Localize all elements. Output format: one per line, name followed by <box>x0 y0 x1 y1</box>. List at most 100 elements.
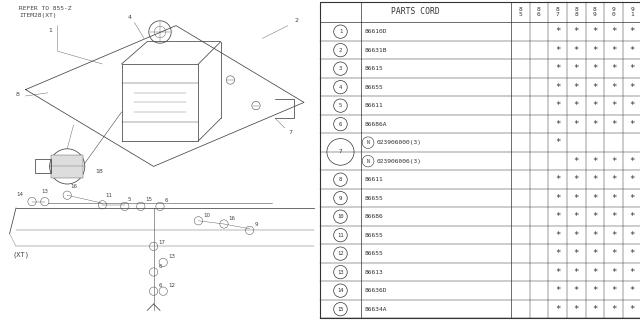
Text: *: * <box>630 83 635 92</box>
Text: *: * <box>611 194 616 203</box>
Text: 12: 12 <box>168 283 175 288</box>
Bar <box>35 159 51 173</box>
Text: 7: 7 <box>288 131 292 135</box>
Text: *: * <box>611 249 616 258</box>
Text: N: N <box>367 140 369 145</box>
Text: *: * <box>630 305 635 314</box>
Text: *: * <box>592 194 598 203</box>
Text: 8: 8 <box>16 92 20 97</box>
Text: 86686: 86686 <box>365 214 383 219</box>
Text: *: * <box>630 286 635 295</box>
Text: *: * <box>555 138 561 147</box>
Text: *: * <box>630 268 635 277</box>
Text: *: * <box>573 194 579 203</box>
Text: *: * <box>611 268 616 277</box>
Text: *: * <box>555 305 561 314</box>
Text: *: * <box>592 83 598 92</box>
Text: 9: 9 <box>255 222 258 227</box>
Text: *: * <box>611 120 616 129</box>
Text: *: * <box>611 64 616 73</box>
Text: 7: 7 <box>339 149 342 155</box>
Text: *: * <box>630 64 635 73</box>
Text: 10: 10 <box>204 212 210 218</box>
Text: 8
6: 8 6 <box>537 7 541 17</box>
Text: *: * <box>592 286 598 295</box>
Text: *: * <box>611 175 616 184</box>
Text: 13: 13 <box>337 270 344 275</box>
Text: 86636D: 86636D <box>365 288 387 293</box>
Text: N: N <box>367 159 369 164</box>
Text: *: * <box>611 46 616 55</box>
Text: (XT): (XT) <box>13 251 30 258</box>
Text: *: * <box>573 286 579 295</box>
Text: 3: 3 <box>339 66 342 71</box>
Text: *: * <box>573 157 579 166</box>
Text: 2: 2 <box>339 48 342 53</box>
Text: 4: 4 <box>128 15 132 20</box>
Text: 86655: 86655 <box>365 251 383 256</box>
Text: *: * <box>573 231 579 240</box>
Text: *: * <box>555 249 561 258</box>
Text: *: * <box>592 249 598 258</box>
Text: *: * <box>611 83 616 92</box>
Text: *: * <box>555 286 561 295</box>
Text: 023906000(3): 023906000(3) <box>376 140 421 145</box>
Text: 14: 14 <box>337 288 344 293</box>
Text: *: * <box>630 120 635 129</box>
Text: 18: 18 <box>95 169 103 174</box>
Text: 11: 11 <box>337 233 344 238</box>
Text: *: * <box>630 157 635 166</box>
Text: 17: 17 <box>159 240 165 245</box>
Text: *: * <box>573 268 579 277</box>
Text: 86610D: 86610D <box>365 29 387 34</box>
Text: *: * <box>573 83 579 92</box>
Text: 8
5: 8 5 <box>518 7 522 17</box>
Text: 6: 6 <box>165 198 168 203</box>
Text: *: * <box>555 46 561 55</box>
Text: REFER TO 855-Z
ITEM28(XT): REFER TO 855-Z ITEM28(XT) <box>19 6 72 18</box>
Text: *: * <box>555 64 561 73</box>
Text: *: * <box>592 268 598 277</box>
Text: *: * <box>592 64 598 73</box>
Text: 023906006(3): 023906006(3) <box>376 159 421 164</box>
Text: 8
8: 8 8 <box>575 7 578 17</box>
Text: 86686A: 86686A <box>365 122 387 127</box>
Text: 4: 4 <box>339 85 342 90</box>
Text: 15: 15 <box>337 307 344 312</box>
Text: *: * <box>573 101 579 110</box>
Text: *: * <box>555 101 561 110</box>
Text: *: * <box>555 268 561 277</box>
Text: *: * <box>573 249 579 258</box>
Text: 86655: 86655 <box>365 196 383 201</box>
Text: *: * <box>611 157 616 166</box>
Text: *: * <box>592 157 598 166</box>
Text: *: * <box>630 175 635 184</box>
Text: *: * <box>573 175 579 184</box>
Text: 11: 11 <box>106 193 113 198</box>
Text: 6: 6 <box>339 122 342 127</box>
Text: *: * <box>592 120 598 129</box>
Text: 8
9: 8 9 <box>593 7 597 17</box>
Text: *: * <box>555 175 561 184</box>
Text: 86613: 86613 <box>365 270 383 275</box>
Text: *: * <box>573 305 579 314</box>
Text: 86655: 86655 <box>365 233 383 238</box>
Text: *: * <box>630 194 635 203</box>
Text: 86655: 86655 <box>365 85 383 90</box>
Text: *: * <box>611 27 616 36</box>
Text: 6: 6 <box>159 264 162 269</box>
Text: *: * <box>573 212 579 221</box>
Text: 8
7: 8 7 <box>556 7 559 17</box>
Text: 86615: 86615 <box>365 66 383 71</box>
Bar <box>51 155 83 178</box>
Text: 5: 5 <box>128 196 131 202</box>
Text: *: * <box>630 249 635 258</box>
Text: *: * <box>630 46 635 55</box>
Text: 9
1: 9 1 <box>630 7 634 17</box>
Text: *: * <box>592 305 598 314</box>
Text: 2: 2 <box>294 18 298 23</box>
Text: *: * <box>555 83 561 92</box>
Text: 10: 10 <box>337 214 344 219</box>
Text: *: * <box>611 286 616 295</box>
Text: *: * <box>630 231 635 240</box>
